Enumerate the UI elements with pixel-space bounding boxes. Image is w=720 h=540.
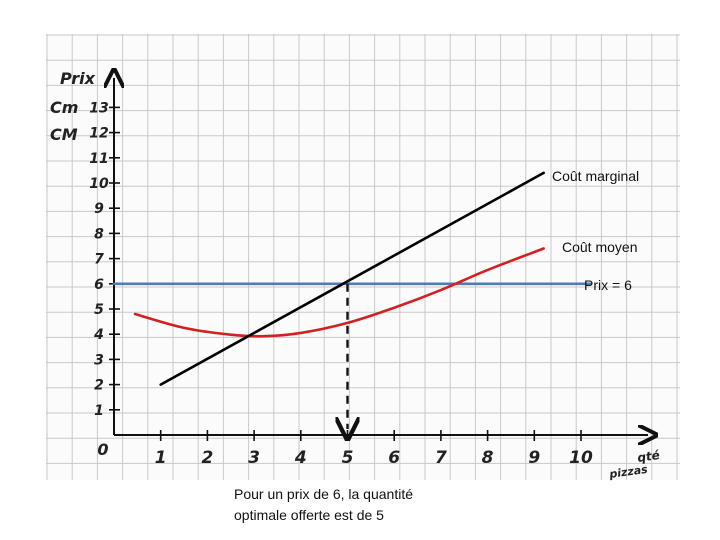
caption: Pour un prix de 6, la quantité optimale … — [234, 484, 494, 526]
y-axis-label: CM — [50, 125, 78, 144]
x-tick-label: 7 — [435, 448, 447, 468]
y-tick-label: 6 — [94, 277, 104, 293]
y-tick-label: 12 — [89, 126, 108, 142]
series-label-cout-moyen: Coût moyen — [562, 239, 637, 255]
x-axis-label: pizzas — [608, 463, 649, 481]
series-label-prix: Prix = 6 — [584, 277, 632, 293]
y-axis-label: Prix — [60, 69, 96, 88]
x-tick-label: 5 — [342, 448, 354, 468]
x-tick-label: 4 — [294, 448, 307, 468]
y-tick-label: 2 — [94, 378, 104, 394]
axes — [109, 78, 648, 441]
y-axis-label: Cm — [50, 98, 78, 117]
y-tick-label: 13 — [89, 100, 108, 116]
y-tick-label: 7 — [94, 252, 104, 268]
series-line-cout-moyen — [133, 247, 545, 338]
x-tick-label: 2 — [201, 448, 213, 468]
y-tick-label: 9 — [94, 201, 104, 217]
x-tick-label: 8 — [482, 448, 494, 468]
caption-line-1: Pour un prix de 6, la quantité — [234, 486, 414, 502]
x-tick-label: 10 — [569, 448, 593, 468]
x-tick-label: 1 — [155, 448, 167, 468]
y-tick-label: 11 — [89, 151, 108, 167]
x-tick-label: 9 — [528, 448, 540, 468]
x-tick-label: 6 — [388, 448, 400, 468]
grid-background — [46, 34, 680, 480]
y-tick-label: 10 — [89, 176, 109, 192]
y-tick-label: 8 — [94, 226, 104, 242]
x-axis-label: qté — [636, 448, 660, 465]
series-label-cout-marginal: Coût marginal — [552, 168, 639, 184]
grid-paper — [46, 34, 680, 480]
y-tick-label: 3 — [94, 352, 104, 368]
series-lines — [112, 171, 592, 429]
series-line-cout-marginal — [159, 171, 545, 386]
x-tick-label: 3 — [248, 448, 260, 468]
y-tick-label: 4 — [93, 327, 104, 343]
origin-label: 0 — [97, 440, 108, 459]
chart-labels: 1 2 3 4 5 6 7 8 9 10123456789101112130PrixCmCMqté… — [50, 69, 661, 481]
y-tick-label: 1 — [94, 403, 104, 419]
caption-line-2: optimale offerte est de 5 — [234, 507, 384, 523]
y-tick-label: 5 — [94, 302, 104, 318]
